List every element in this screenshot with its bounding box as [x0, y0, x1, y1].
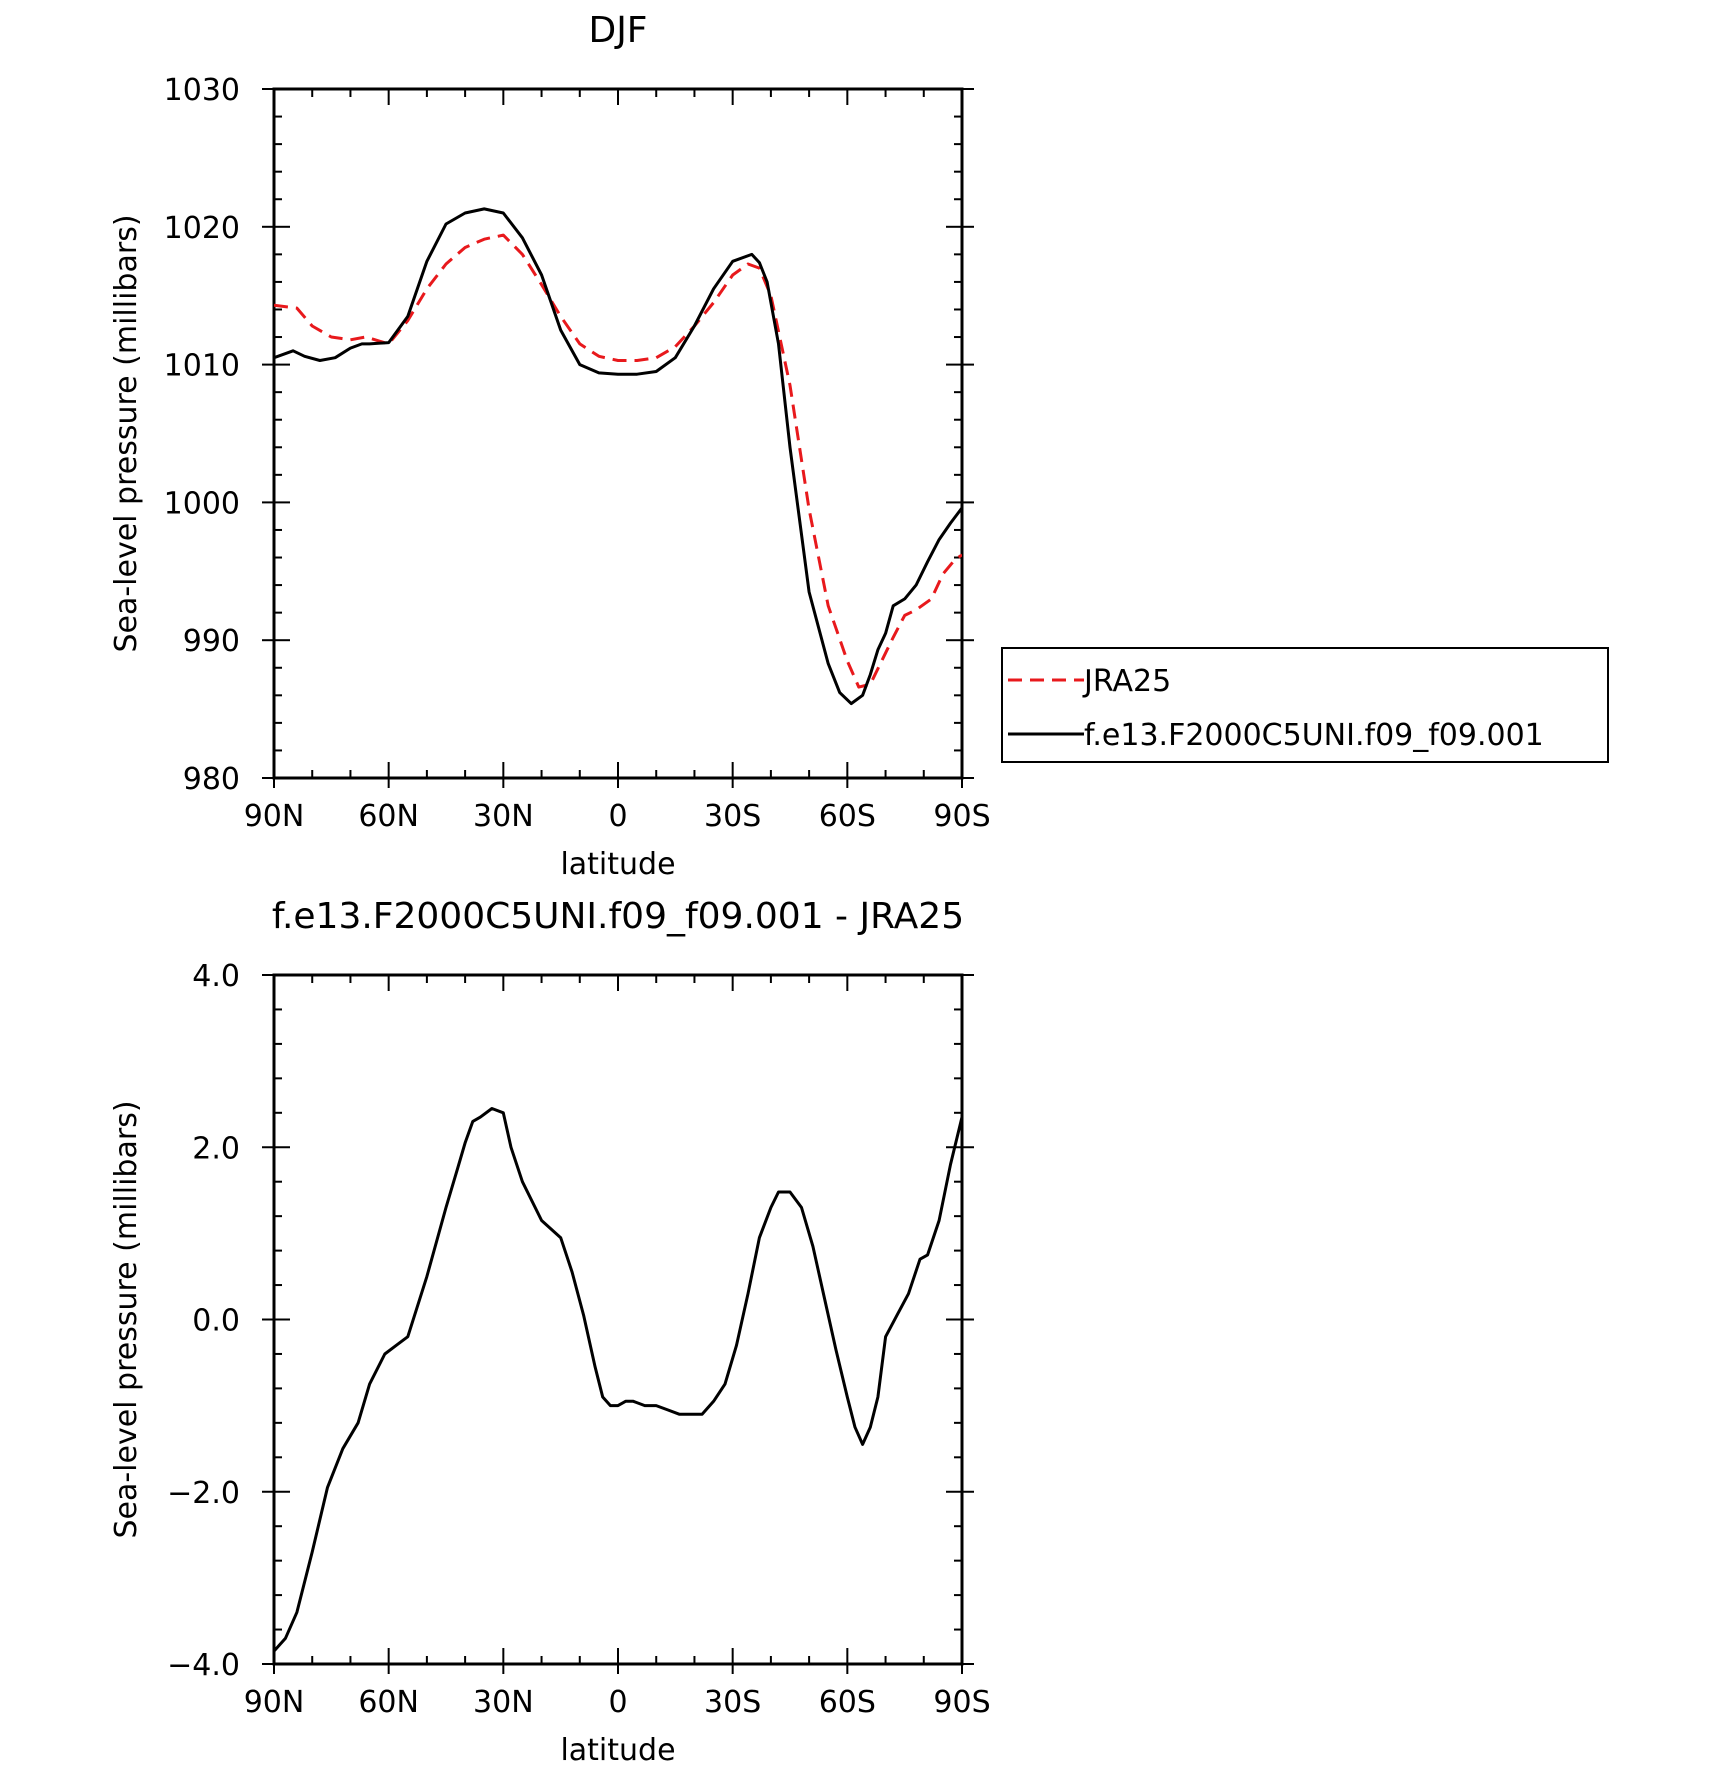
y-tick-label: 990 — [183, 624, 240, 659]
x-tick-label: 60N — [358, 799, 419, 834]
series-line-1 — [274, 207, 962, 706]
y-tick-label: 1020 — [164, 211, 240, 246]
chart-difference: f.e13.F2000C5UNI.f09_f09.001 - JRA25 90N 6… — [109, 896, 991, 1768]
y-tick-label: 2.0 — [192, 1131, 240, 1166]
x-tick-label: 60S — [819, 799, 876, 834]
y-tick-label: −2.0 — [167, 1476, 240, 1511]
legend-box — [1001, 647, 1609, 763]
chart-djf: DJF 90N 60N 30N 0 30S 60S 90S 980 990 1000 1010 1020… — [109, 10, 1609, 882]
x-axis-label: latitude — [560, 1733, 675, 1768]
x-tick-label: 60N — [358, 1685, 419, 1720]
y-tick-label: −4.0 — [167, 1648, 240, 1683]
y-tick-label: 4.0 — [192, 959, 240, 994]
y-axis-label: Sea-level pressure (millibars) — [109, 1100, 144, 1538]
chart-title: f.e13.F2000C5UNI.f09_f09.001 - JRA25 — [272, 896, 964, 937]
x-axis-label: latitude — [560, 847, 675, 882]
legend-label: f.e13.F2000C5UNI.f09_f09.001 — [1084, 718, 1544, 753]
y-tick-label: 1030 — [164, 73, 240, 108]
y-tick-label: 1010 — [164, 349, 240, 384]
y-axis-label: Sea-level pressure (millibars) — [109, 214, 144, 652]
y-tick-label: 1000 — [164, 486, 240, 521]
x-tick-label: 90N — [244, 1685, 305, 1720]
y-tick-label: 0.0 — [192, 1304, 240, 1339]
series-line-0 — [274, 1107, 962, 1653]
x-tick-label: 90S — [933, 799, 990, 834]
x-tick-label: 90S — [933, 1685, 990, 1720]
plot-area — [274, 207, 962, 706]
series-line-0 — [274, 233, 962, 689]
y-tick-label: 980 — [183, 762, 240, 797]
plot-frame — [272, 87, 964, 780]
x-tick-label: 30N — [473, 1685, 534, 1720]
legend-label: JRA25 — [1082, 664, 1171, 699]
x-tick-label: 30S — [704, 1685, 761, 1720]
chart-title: DJF — [588, 10, 647, 51]
x-tick-label: 30N — [473, 799, 534, 834]
x-tick-label: 60S — [819, 1685, 876, 1720]
x-tick-label: 30S — [704, 799, 761, 834]
x-tick-label: 90N — [244, 799, 305, 834]
x-tick-label: 0 — [608, 799, 627, 834]
plot-area — [274, 1107, 962, 1653]
x-tick-label: 0 — [608, 1685, 627, 1720]
legend: JRA25 f.e13.F2000C5UNI.f09_f09.001 — [1001, 647, 1609, 763]
plot-frame — [272, 973, 964, 1666]
